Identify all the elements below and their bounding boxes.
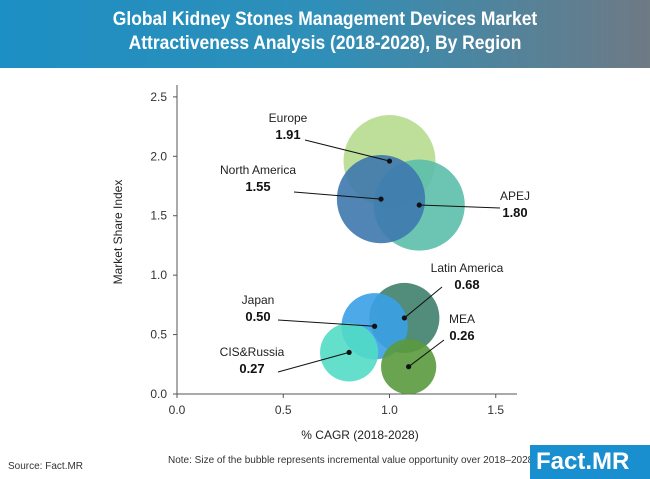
bubble-value-label: 0.26: [449, 328, 474, 343]
y-tick-label: 0.5: [150, 328, 167, 342]
chart-title-line-1: Global Kidney Stones Management Devices …: [112, 9, 538, 30]
y-tick-label: 1.0: [150, 268, 167, 282]
factmr-logo: Fact.MR: [530, 445, 650, 479]
bubble-value-label: 0.50: [245, 309, 270, 324]
bubble-center-dot: [346, 349, 352, 356]
bubble-value-label: 0.68: [454, 277, 479, 292]
x-axis-label: % CAGR (2018-2028): [301, 428, 419, 442]
bubble-size-note: Note: Size of the bubble represents incr…: [168, 455, 534, 466]
bubble-name-label: North America: [220, 163, 296, 177]
bubble-name-label: APEJ: [500, 189, 530, 203]
bubble-value-label: 1.80: [502, 205, 527, 220]
y-tick-label: 1.5: [150, 209, 167, 223]
bubble-center-dot: [406, 364, 412, 370]
bubble-name-label: CIS&Russia: [220, 345, 285, 359]
bubble-center-dot: [372, 323, 378, 329]
leader-line: [304, 139, 390, 162]
y-axis-label: Market Share Index: [111, 179, 125, 285]
bubble-value-label: 0.27: [239, 361, 264, 376]
bubble-center-dot: [416, 202, 422, 208]
leader-line: [404, 286, 443, 319]
bubble-center-dot: [386, 158, 393, 164]
leader-line: [293, 191, 382, 200]
bubble-name-label: Latin America: [431, 261, 504, 275]
bubble-name-label: Europe: [269, 111, 308, 125]
chart-title-line-2: Attractiveness Analysis (2018-2028), By …: [128, 33, 522, 54]
bubble-value-label: 1.55: [245, 179, 270, 194]
source-text: Source: Fact.MR: [8, 461, 84, 472]
leader-line: [408, 339, 445, 368]
leader-line: [277, 351, 350, 373]
x-tick-label: 0.5: [275, 403, 292, 417]
x-tick-label: 0.0: [169, 403, 186, 417]
chart-header: Global Kidney Stones Management Devices …: [0, 0, 650, 68]
bubble-value-label: 1.91: [275, 127, 300, 142]
leader-line: [419, 204, 501, 209]
y-tick-label: 2.5: [150, 90, 167, 104]
logo-text: Fact.MR: [536, 448, 630, 475]
y-tick-label: 0.0: [150, 387, 167, 401]
y-tick-label: 2.0: [150, 149, 167, 163]
x-tick-label: 1.5: [487, 403, 504, 417]
leader-line: [277, 319, 375, 327]
x-tick-label: 1.0: [381, 403, 398, 417]
bubble-center-dot: [401, 315, 407, 321]
chart-title: Global Kidney Stones Management Devices …: [26, 8, 624, 56]
bubble-center-dot: [378, 196, 384, 202]
bubble-name-label: MEA: [449, 312, 475, 326]
bubble-name-label: Japan: [242, 293, 275, 307]
